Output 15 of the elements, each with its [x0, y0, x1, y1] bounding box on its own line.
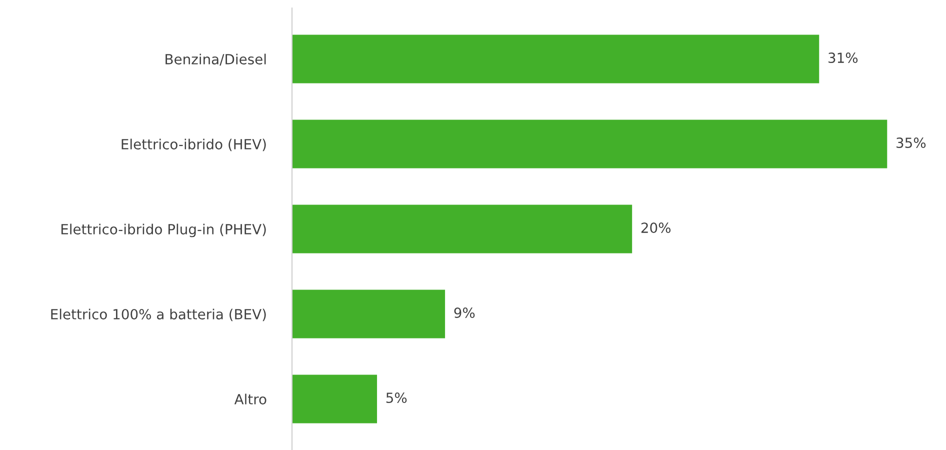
y-tick-label: Elettrico-ibrido Plug-in (PHEV) — [61, 224, 266, 238]
bar — [292, 120, 888, 168]
y-tick-label: Benzina/Diesel — [166, 54, 266, 66]
data-label: 5% — [386, 392, 407, 404]
y-tick-label: Elettrico 100% a batteria (BEV) — [51, 308, 266, 322]
data-label: 35% — [896, 138, 926, 148]
data-label: 31% — [828, 52, 858, 64]
data-label: 9% — [454, 308, 475, 318]
bar — [292, 374, 378, 424]
bar — [292, 204, 632, 254]
y-tick-label: Elettrico-ibrido (HEV) — [122, 138, 266, 152]
bar — [292, 290, 446, 338]
y-tick-label: Altro — [234, 394, 266, 404]
bar — [292, 34, 820, 84]
data-label: 20% — [641, 222, 671, 234]
